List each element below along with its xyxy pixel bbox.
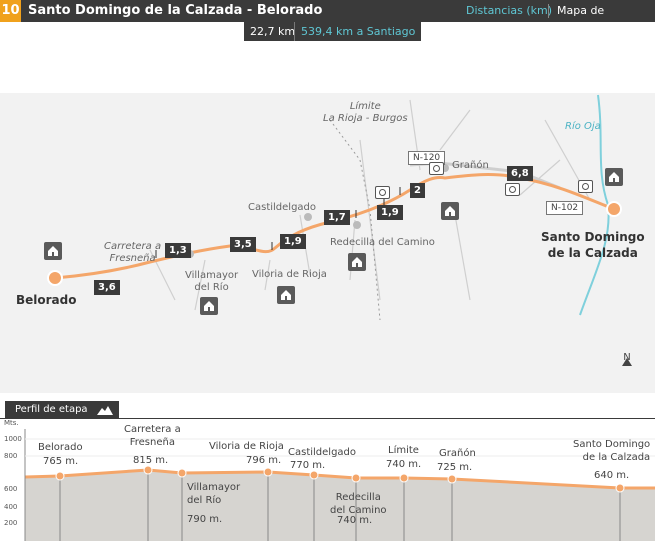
place-viloria[interactable]: Viloria de Rioja bbox=[252, 269, 327, 280]
segment-distance: 1,9 bbox=[377, 205, 403, 220]
header-bar: 10 Santo Domingo de la Calzada - Belorad… bbox=[0, 0, 655, 39]
segment-distance: 3,6 bbox=[94, 280, 120, 295]
albergue-icon[interactable] bbox=[441, 202, 459, 220]
camera-icon[interactable] bbox=[578, 180, 593, 193]
segment-distance: 3,5 bbox=[230, 237, 256, 252]
profile-label-alt: 765 m. bbox=[43, 456, 79, 467]
y-tick: 600 bbox=[4, 485, 18, 493]
segment-distance: 1,7 bbox=[324, 210, 350, 225]
start-point-belorado[interactable] bbox=[47, 270, 63, 286]
y-tick: 800 bbox=[4, 452, 18, 460]
camera-icon[interactable] bbox=[505, 183, 520, 196]
place-belorado[interactable]: Belorado bbox=[16, 293, 77, 307]
label-rio-oja: Río Oja bbox=[565, 121, 601, 132]
profile-label-alt: 740 m. bbox=[337, 515, 373, 526]
camera-icon[interactable] bbox=[375, 186, 390, 199]
profile-label-alt: 815 m. bbox=[133, 455, 169, 466]
profile-label-name: Grañón bbox=[439, 448, 476, 459]
location-map-button[interactable]: Mapa de situación bbox=[557, 4, 607, 39]
y-unit: Mts. bbox=[4, 419, 19, 427]
profile-label-name: Viloria de Rioja bbox=[209, 441, 284, 452]
segment-distance: 2 bbox=[410, 183, 425, 198]
y-tick: 1000 bbox=[4, 435, 22, 443]
profile-label-name: Belorado bbox=[38, 442, 83, 453]
place-carretera-fresnena[interactable]: Carretera a Fresneña bbox=[104, 241, 162, 264]
stage-number: 10 bbox=[0, 0, 21, 22]
profile-drop-lines bbox=[59, 470, 621, 541]
camera-icon[interactable] bbox=[429, 162, 444, 175]
stage-distance: 22,7 km bbox=[244, 22, 302, 41]
label-limite: Límite La Rioja - Burgos bbox=[323, 101, 408, 124]
segment-distance: 1,9 bbox=[280, 234, 306, 249]
profile-label-alt: 790 m. bbox=[187, 514, 223, 525]
mountain-icon bbox=[97, 406, 113, 415]
y-tick: 200 bbox=[4, 519, 18, 527]
profile-gridlines bbox=[25, 438, 655, 457]
albergue-icon[interactable] bbox=[277, 286, 295, 304]
profile-label-alt: 725 m. bbox=[437, 462, 473, 473]
road-n102: N-102 bbox=[546, 201, 584, 215]
end-point-santo-domingo[interactable] bbox=[606, 201, 622, 217]
profile-label-name: Redecilla del Camino bbox=[330, 492, 387, 516]
profile-points[interactable] bbox=[55, 465, 625, 493]
profile-label-name: Castildelgado bbox=[288, 447, 357, 458]
segment-distance: 6,8 bbox=[507, 166, 533, 181]
place-castildelgado[interactable]: Castildelgado bbox=[248, 202, 317, 213]
distances-toggle[interactable]: Distancias (km) bbox=[466, 4, 553, 17]
profile-label-alt: 770 m. bbox=[290, 460, 326, 471]
province-border bbox=[329, 119, 381, 321]
distance-to-santiago: 539,4 km a Santiago bbox=[294, 22, 422, 41]
profile-label-alt: 640 m. bbox=[594, 470, 630, 481]
place-granon[interactable]: Grañón bbox=[452, 160, 489, 171]
place-santo-domingo[interactable]: Santo Domingo de la Calzada bbox=[541, 230, 645, 260]
albergue-icon[interactable] bbox=[200, 297, 218, 315]
albergue-icon[interactable] bbox=[44, 242, 62, 260]
segment-distance: 1,3 bbox=[165, 243, 191, 258]
elevation-profile: Mts. 1000 800 600 400 200 Belorado 765 m… bbox=[0, 418, 655, 541]
albergue-icon[interactable] bbox=[605, 168, 623, 186]
header-separator bbox=[548, 4, 549, 18]
profile-label-name: Villamayor del Río bbox=[187, 482, 241, 506]
profile-chart bbox=[24, 429, 655, 541]
albergue-icon[interactable] bbox=[348, 253, 366, 271]
profile-label-name: Límite bbox=[388, 445, 419, 456]
y-tick: 400 bbox=[4, 503, 18, 511]
north-arrow-icon bbox=[622, 358, 632, 366]
profile-label-name: Carretera a Fresneña bbox=[124, 424, 181, 448]
north-label: N bbox=[623, 352, 631, 363]
profile-label-name: Santo Domingo de la Calzada bbox=[573, 439, 651, 463]
profile-tab[interactable]: Perfil de etapa bbox=[5, 401, 119, 418]
road-n120: N-120 bbox=[408, 151, 446, 165]
place-villamayor[interactable]: Villamayor del Río bbox=[185, 270, 239, 293]
stage-title: Santo Domingo de la Calzada - Belorado bbox=[28, 3, 323, 18]
map-background bbox=[0, 93, 655, 393]
profile-tab-label: Perfil de etapa bbox=[15, 404, 88, 415]
profile-label-alt: 740 m. bbox=[386, 459, 422, 470]
place-redecilla[interactable]: Redecilla del Camino bbox=[330, 237, 435, 248]
profile-label-alt: 796 m. bbox=[246, 455, 282, 466]
route-map bbox=[47, 94, 632, 366]
